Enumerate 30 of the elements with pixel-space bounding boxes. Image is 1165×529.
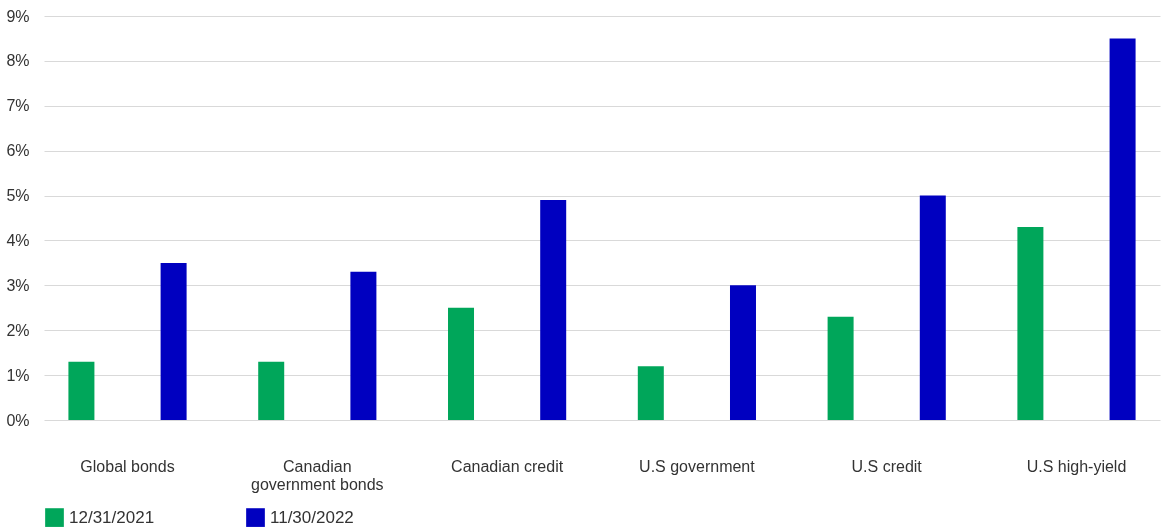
bar <box>827 316 854 420</box>
y-tick-label: 4% <box>6 231 30 249</box>
bar <box>729 285 756 420</box>
y-tick-label: 7% <box>6 97 30 115</box>
x-tick-label: Canadian government bonds <box>251 457 384 493</box>
bar <box>637 366 664 420</box>
y-tick-label: 3% <box>6 276 30 294</box>
bar <box>68 361 95 420</box>
x-tick-label: U.S high-yield <box>1026 457 1127 475</box>
bar <box>1109 38 1136 420</box>
y-tick-label: 9% <box>6 7 30 25</box>
x-tick-label: U.S government <box>639 457 756 475</box>
x-tick-label: U.S credit <box>851 457 923 475</box>
legend-label: 11/30/2022 <box>270 507 354 527</box>
bar <box>1017 226 1044 420</box>
y-tick-label: 0% <box>6 411 30 429</box>
y-tick-label: 8% <box>6 52 30 70</box>
y-tick-label: 5% <box>6 187 30 205</box>
legend-label: 12/31/2021 <box>69 507 155 527</box>
bar <box>258 361 285 420</box>
bar <box>160 262 187 420</box>
x-tick-label: Canadian credit <box>451 457 564 475</box>
x-tick-label: Global bonds <box>80 457 175 475</box>
bar <box>448 307 475 420</box>
y-tick-label: 1% <box>6 366 30 384</box>
y-tick-label: 2% <box>6 321 30 339</box>
y-tick-label: 6% <box>6 142 30 160</box>
bar <box>350 271 377 420</box>
bar <box>919 195 946 420</box>
bar <box>540 200 567 420</box>
